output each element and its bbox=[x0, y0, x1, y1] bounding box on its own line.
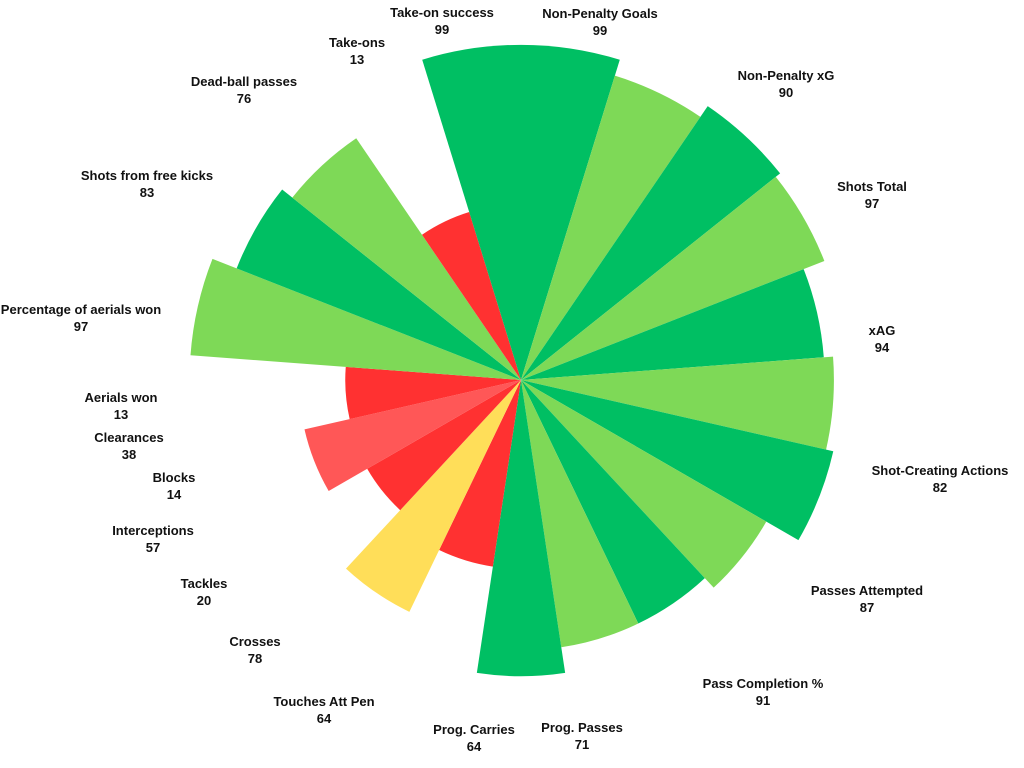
slice-label-shot-creating-actions: Shot-Creating Actions bbox=[872, 463, 1009, 478]
slice-shots-from-free-kicks bbox=[236, 189, 521, 380]
slice-label-shots-total: Shots Total bbox=[837, 179, 907, 194]
slice-value-interceptions: 57 bbox=[146, 540, 160, 555]
slice-prog-carries bbox=[521, 380, 705, 624]
slice-non-penalty-goals bbox=[521, 44, 620, 380]
slice-passes-attempted bbox=[521, 356, 834, 450]
slice-value-shot-creating-actions: 82 bbox=[933, 480, 947, 495]
slice-label-passes-attempted: Passes Attempted bbox=[811, 583, 923, 598]
slice-value-crosses: 78 bbox=[248, 651, 262, 666]
slice-value-shots-from-free-kicks: 83 bbox=[140, 185, 154, 200]
slice-take-ons bbox=[422, 212, 521, 380]
slice-label-tackles: Tackles bbox=[181, 576, 228, 591]
slice-value-prog-passes: 71 bbox=[575, 737, 589, 752]
slice-label-take-on-success: Take-on success bbox=[390, 5, 494, 20]
slice-label-dead-ball-passes: Dead-ball passes bbox=[191, 74, 297, 89]
slice-touches-att-pen bbox=[521, 380, 639, 648]
slice-prog-passes bbox=[521, 380, 767, 588]
slice-value-non-penalty-goals: 99 bbox=[593, 23, 607, 38]
slice-value-percentage-of-aerials-won: 97 bbox=[74, 319, 88, 334]
slice-label-percentage-of-aerials-won: Percentage of aerials won bbox=[1, 302, 161, 317]
slice-label-prog-passes: Prog. Passes bbox=[541, 720, 623, 735]
slice-value-touches-att-pen: 64 bbox=[317, 711, 332, 726]
slice-interceptions bbox=[345, 380, 521, 612]
slice-value-passes-attempted: 87 bbox=[860, 600, 874, 615]
slice-value-non-penalty-xg: 90 bbox=[779, 85, 793, 100]
slice-label-clearances: Clearances bbox=[94, 430, 163, 445]
slice-label-take-ons: Take-ons bbox=[329, 35, 385, 50]
slice-value-take-on-success: 99 bbox=[435, 22, 449, 37]
slice-xag bbox=[521, 176, 825, 380]
slice-pass-completion bbox=[521, 380, 834, 541]
slice-label-crosses: Crosses bbox=[229, 634, 280, 649]
slice-clearances bbox=[304, 380, 521, 492]
slice-value-shots-total: 97 bbox=[865, 196, 879, 211]
slice-shot-creating-actions bbox=[521, 269, 824, 380]
slice-value-prog-carries: 64 bbox=[467, 739, 482, 754]
slice-non-penalty-xg bbox=[521, 75, 701, 381]
slice-value-dead-ball-passes: 76 bbox=[237, 91, 251, 106]
slice-label-pass-completion: Pass Completion % bbox=[703, 676, 824, 691]
slice-label-aerials-won: Aerials won bbox=[85, 390, 158, 405]
pie-labels: Non-Penalty Goals 99 Non-Penalty xG 90 Shots… bbox=[1, 5, 1009, 754]
slice-label-shots-from-free-kicks: Shots from free kicks bbox=[81, 168, 213, 183]
slice-value-blocks: 14 bbox=[167, 487, 182, 502]
slice-value-clearances: 38 bbox=[122, 447, 136, 462]
slice-value-take-ons: 13 bbox=[350, 52, 364, 67]
slice-value-aerials-won: 13 bbox=[114, 407, 128, 422]
slice-percentage-of-aerials-won bbox=[190, 258, 522, 380]
slice-label-touches-att-pen: Touches Att Pen bbox=[273, 694, 374, 709]
pie-slices bbox=[190, 44, 834, 677]
slice-tackles bbox=[439, 380, 521, 567]
slice-shots-total bbox=[521, 106, 781, 381]
slice-label-non-penalty-xg: Non-Penalty xG bbox=[738, 68, 835, 83]
slice-label-non-penalty-goals: Non-Penalty Goals bbox=[542, 6, 658, 21]
slice-dead-ball-passes bbox=[292, 138, 521, 380]
slice-label-xag: xAG bbox=[869, 323, 896, 338]
slice-value-pass-completion: 91 bbox=[756, 693, 770, 708]
slice-label-prog-carries: Prog. Carries bbox=[433, 722, 515, 737]
slice-label-blocks: Blocks bbox=[153, 470, 196, 485]
slice-crosses bbox=[476, 380, 566, 677]
slice-value-xag: 94 bbox=[875, 340, 890, 355]
slice-value-tackles: 20 bbox=[197, 593, 211, 608]
slice-label-interceptions: Interceptions bbox=[112, 523, 194, 538]
slice-take-on-success bbox=[422, 44, 521, 380]
slice-aerials-won bbox=[345, 366, 521, 420]
slice-blocks bbox=[367, 380, 521, 511]
